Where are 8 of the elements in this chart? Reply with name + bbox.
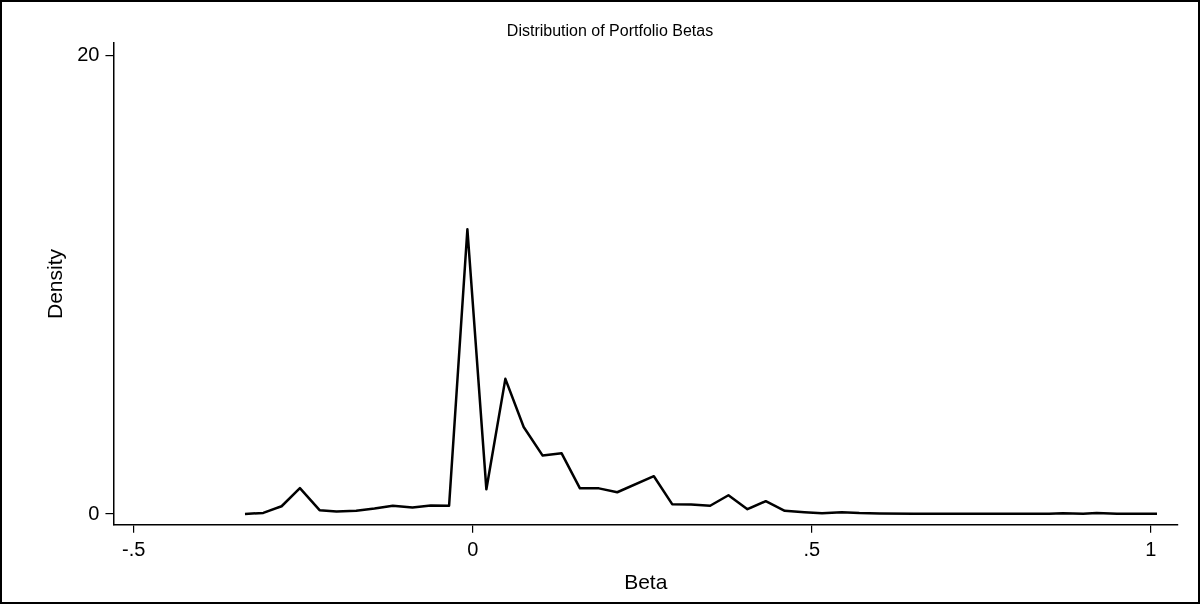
x-axis-title: Beta [624,570,668,594]
chart-title: Distribution of Portfolio Betas [506,22,714,40]
x-tick-label: -.5 [122,538,146,561]
x-tick-label: 0 [467,538,479,561]
y-axis-title: Density [43,248,67,320]
y-tick-label: 20 [77,43,100,66]
x-tick-label: .5 [803,538,821,561]
x-tick-label: 1 [1145,538,1157,561]
